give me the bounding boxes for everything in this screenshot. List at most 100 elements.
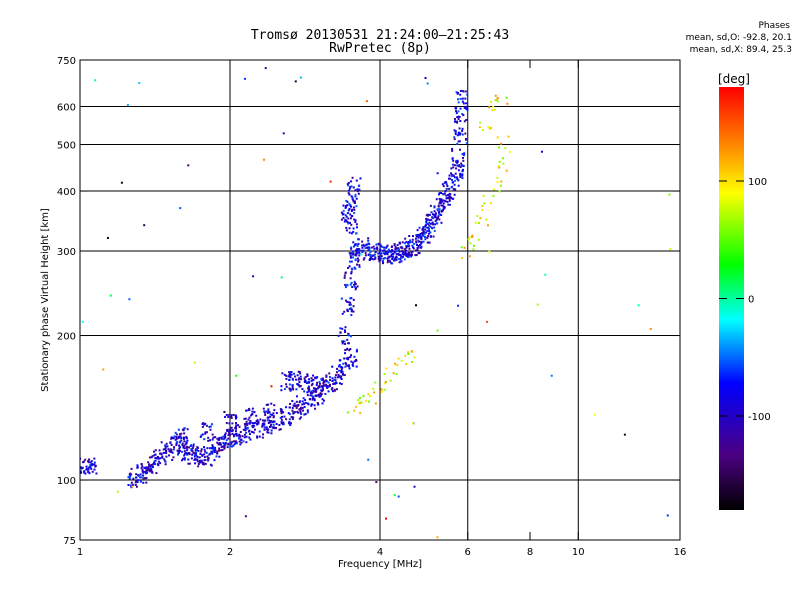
echo-point [358,264,361,267]
echo-point [350,307,353,310]
echo-point [83,470,86,473]
echo-point [508,150,511,153]
echo-point [299,375,302,378]
echo-point [433,210,436,213]
echo-point [181,442,184,445]
echo-point [295,400,298,403]
echo-point [454,179,457,182]
echo-point [297,403,300,406]
echo-point [316,376,319,379]
echo-point [454,130,457,133]
echo-point [353,280,356,283]
echo-point [400,260,403,263]
echo-point [356,244,359,247]
noise-point [436,536,439,539]
echo-point [345,215,348,218]
echo-point [333,388,336,391]
echo-point [383,373,386,376]
echo-point [346,212,349,215]
echo-point [369,395,372,398]
echo-point [344,362,347,365]
echo-point [197,462,200,465]
echo-point [379,248,382,251]
echo-point [289,389,292,392]
noise-point [106,236,109,239]
echo-point [466,93,469,96]
echo-point [427,234,430,237]
echo-point [285,406,288,409]
echo-point [325,385,328,388]
echo-point [168,454,171,457]
echo-point [227,433,230,436]
noise-point [116,490,119,493]
echo-point [461,164,464,167]
echo-point [355,286,358,289]
echo-point [148,463,151,466]
echo-point [334,379,337,382]
echo-point [216,452,219,455]
echo-point [390,245,393,248]
echo-point [325,380,328,383]
echo-point [345,283,348,286]
echo-point [346,183,349,186]
echo-point [301,400,304,403]
echo-point [319,394,322,397]
echo-point [461,113,464,116]
echo-point [434,212,437,215]
echo-point [164,460,167,463]
echo-point [298,381,301,384]
noise-point [263,158,266,161]
echo-point [291,386,294,389]
echo-point [208,453,211,456]
echo-point [181,459,184,462]
echo-point [407,351,410,354]
echo-point [282,421,285,424]
echo-point [192,443,195,446]
echo-point [367,237,370,240]
x-tick-label: 2 [227,547,233,558]
noise-point [436,172,439,175]
echo-point [394,250,397,253]
echo-point [291,377,294,380]
echo-point [377,252,380,255]
echo-point [230,445,233,448]
echo-point [341,373,344,376]
echo-point [355,205,358,208]
echo-point [328,372,331,375]
echo-point [340,383,343,386]
echo-point [462,114,465,117]
echo-point [456,177,459,180]
y-tick-label: 75 [63,536,76,547]
echo-point [477,222,480,225]
echo-point [450,186,453,189]
echo-point [479,217,482,220]
echo-point [144,472,147,475]
echo-point [132,483,135,486]
echo-point [135,473,138,476]
echo-point [419,246,422,249]
echo-point [335,388,338,391]
echo-point [303,405,306,408]
echo-point [440,221,443,224]
echo-point [228,431,231,434]
echo-point [464,90,467,93]
echo-point [91,470,94,473]
echo-point [135,476,138,479]
echo-point [307,381,310,384]
echo-point [425,217,428,220]
echo-point [415,241,418,244]
echo-point [175,442,178,445]
echo-point [218,442,221,445]
echo-point [204,459,207,462]
echo-point [487,126,490,129]
echo-point [441,183,444,186]
echo-point [304,401,307,404]
echo-point [93,461,96,464]
echo-point [227,442,230,445]
noise-point [128,298,131,301]
echo-point [372,254,375,257]
echo-point [411,246,414,249]
echo-point [234,417,237,420]
echo-point [183,457,186,460]
echo-point [464,138,467,141]
